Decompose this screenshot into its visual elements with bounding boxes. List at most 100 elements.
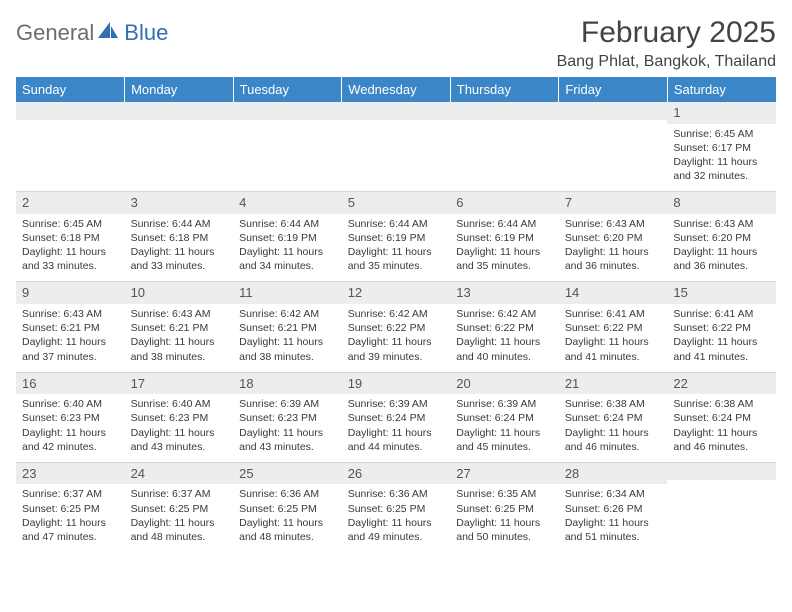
sunset-text: Sunset: 6:18 PM (131, 231, 228, 245)
sunset-text: Sunset: 6:19 PM (239, 231, 336, 245)
day-header-friday: Friday (559, 77, 668, 102)
day-details: Sunrise: 6:39 AMSunset: 6:23 PMDaylight:… (239, 397, 336, 454)
day-header-row: Sunday Monday Tuesday Wednesday Thursday… (16, 77, 776, 102)
sunset-text: Sunset: 6:22 PM (348, 321, 445, 335)
daylight-text: Daylight: 11 hours and 44 minutes. (348, 426, 445, 454)
day-details: Sunrise: 6:44 AMSunset: 6:19 PMDaylight:… (239, 217, 336, 274)
sunset-text: Sunset: 6:18 PM (22, 231, 119, 245)
day-number: 25 (233, 462, 342, 485)
day-details: Sunrise: 6:35 AMSunset: 6:25 PMDaylight:… (456, 487, 553, 544)
calendar-cell: 19Sunrise: 6:39 AMSunset: 6:24 PMDayligh… (342, 372, 451, 462)
calendar-cell (125, 102, 234, 191)
daylight-text: Daylight: 11 hours and 36 minutes. (565, 245, 662, 273)
daylight-text: Daylight: 11 hours and 41 minutes. (565, 335, 662, 363)
daylight-text: Daylight: 11 hours and 43 minutes. (239, 426, 336, 454)
sunrise-text: Sunrise: 6:43 AM (22, 307, 119, 321)
day-number (16, 102, 125, 120)
calendar-cell: 3Sunrise: 6:44 AMSunset: 6:18 PMDaylight… (125, 191, 234, 281)
day-header-sunday: Sunday (16, 77, 125, 102)
calendar-cell: 21Sunrise: 6:38 AMSunset: 6:24 PMDayligh… (559, 372, 668, 462)
sunset-text: Sunset: 6:17 PM (673, 141, 770, 155)
calendar-cell (233, 102, 342, 191)
daylight-text: Daylight: 11 hours and 50 minutes. (456, 516, 553, 544)
calendar-cell: 20Sunrise: 6:39 AMSunset: 6:24 PMDayligh… (450, 372, 559, 462)
daylight-text: Daylight: 11 hours and 46 minutes. (673, 426, 770, 454)
daylight-text: Daylight: 11 hours and 32 minutes. (673, 155, 770, 183)
day-number: 6 (450, 191, 559, 214)
day-number: 23 (16, 462, 125, 485)
calendar-cell: 17Sunrise: 6:40 AMSunset: 6:23 PMDayligh… (125, 372, 234, 462)
day-details: Sunrise: 6:45 AMSunset: 6:17 PMDaylight:… (673, 127, 770, 184)
day-details: Sunrise: 6:38 AMSunset: 6:24 PMDaylight:… (673, 397, 770, 454)
logo-text-general: General (16, 20, 94, 46)
day-number: 7 (559, 191, 668, 214)
day-header-monday: Monday (125, 77, 234, 102)
calendar-cell: 9Sunrise: 6:43 AMSunset: 6:21 PMDaylight… (16, 281, 125, 371)
sunset-text: Sunset: 6:25 PM (348, 502, 445, 516)
calendar-cell: 11 Sunrise: 6:42 AMSunset: 6:21 PMDayligh… (233, 281, 342, 371)
calendar-cell: 5Sunrise: 6:44 AMSunset: 6:19 PMDaylight… (342, 191, 451, 281)
day-number: 20 (450, 372, 559, 395)
calendar-cell: 27Sunrise: 6:35 AMSunset: 6:25 PMDayligh… (450, 462, 559, 552)
day-number: 15 (667, 281, 776, 304)
calendar-cell: 22Sunrise: 6:38 AMSunset: 6:24 PMDayligh… (667, 372, 776, 462)
sunset-text: Sunset: 6:24 PM (565, 411, 662, 425)
calendar-body: 1 Sunrise: 6:45 AMSunset: 6:17 PMDaylight… (16, 102, 776, 552)
daylight-text: Daylight: 11 hours and 45 minutes. (456, 426, 553, 454)
logo-text-blue: Blue (124, 20, 168, 46)
day-number: 8 (667, 191, 776, 214)
daylight-text: Daylight: 11 hours and 36 minutes. (673, 245, 770, 273)
daylight-text: Daylight: 11 hours and 47 minutes. (22, 516, 119, 544)
sunrise-text: Sunrise: 6:41 AM (565, 307, 662, 321)
daylight-text: Daylight: 11 hours and 48 minutes. (131, 516, 228, 544)
sunrise-text: Sunrise: 6:39 AM (456, 397, 553, 411)
day-number: 24 (125, 462, 234, 485)
day-details: Sunrise: 6:43 AMSunset: 6:21 PMDaylight:… (22, 307, 119, 364)
day-details: Sunrise: 6:37 AMSunset: 6:25 PMDaylight:… (22, 487, 119, 544)
day-details: Sunrise: 6:39 AMSunset: 6:24 PMDaylight:… (348, 397, 445, 454)
day-number: 1 (667, 102, 776, 124)
day-number (125, 102, 234, 120)
sunset-text: Sunset: 6:20 PM (673, 231, 770, 245)
daylight-text: Daylight: 11 hours and 49 minutes. (348, 516, 445, 544)
day-details: Sunrise: 6:42 AMSunset: 6:21 PMDaylight:… (239, 307, 336, 364)
sunset-text: Sunset: 6:22 PM (673, 321, 770, 335)
sunrise-text: Sunrise: 6:36 AM (348, 487, 445, 501)
day-number: 11 (233, 281, 342, 304)
sunset-text: Sunset: 6:22 PM (456, 321, 553, 335)
daylight-text: Daylight: 11 hours and 38 minutes. (239, 335, 336, 363)
daylight-text: Daylight: 11 hours and 42 minutes. (22, 426, 119, 454)
calendar-week-row: 1 Sunrise: 6:45 AMSunset: 6:17 PMDaylight… (16, 102, 776, 191)
day-details: Sunrise: 6:43 AMSunset: 6:20 PMDaylight:… (673, 217, 770, 274)
calendar-cell: 4Sunrise: 6:44 AMSunset: 6:19 PMDaylight… (233, 191, 342, 281)
day-number: 22 (667, 372, 776, 395)
day-number: 5 (342, 191, 451, 214)
sunrise-text: Sunrise: 6:44 AM (239, 217, 336, 231)
day-number (559, 102, 668, 120)
sunrise-text: Sunrise: 6:38 AM (565, 397, 662, 411)
day-number: 16 (16, 372, 125, 395)
daylight-text: Daylight: 11 hours and 48 minutes. (239, 516, 336, 544)
daylight-text: Daylight: 11 hours and 35 minutes. (348, 245, 445, 273)
calendar-cell: 25Sunrise: 6:36 AMSunset: 6:25 PMDayligh… (233, 462, 342, 552)
day-header-thursday: Thursday (450, 77, 559, 102)
sail-icon (98, 22, 120, 45)
sunset-text: Sunset: 6:23 PM (239, 411, 336, 425)
day-details: Sunrise: 6:41 AMSunset: 6:22 PMDaylight:… (673, 307, 770, 364)
calendar-cell (342, 102, 451, 191)
calendar-cell: 26Sunrise: 6:36 AMSunset: 6:25 PMDayligh… (342, 462, 451, 552)
sunrise-text: Sunrise: 6:39 AM (239, 397, 336, 411)
sunrise-text: Sunrise: 6:40 AM (22, 397, 119, 411)
sunset-text: Sunset: 6:20 PM (565, 231, 662, 245)
daylight-text: Daylight: 11 hours and 34 minutes. (239, 245, 336, 273)
sunset-text: Sunset: 6:24 PM (348, 411, 445, 425)
day-number: 12 (342, 281, 451, 304)
day-details: Sunrise: 6:43 AMSunset: 6:21 PMDaylight:… (131, 307, 228, 364)
daylight-text: Daylight: 11 hours and 39 minutes. (348, 335, 445, 363)
calendar-cell: 15 Sunrise: 6:41 AMSunset: 6:22 PMDayligh… (667, 281, 776, 371)
day-number: 18 (233, 372, 342, 395)
day-number: 13 (450, 281, 559, 304)
sunrise-text: Sunrise: 6:36 AM (239, 487, 336, 501)
sunset-text: Sunset: 6:23 PM (131, 411, 228, 425)
calendar-cell: 6Sunrise: 6:44 AMSunset: 6:19 PMDaylight… (450, 191, 559, 281)
